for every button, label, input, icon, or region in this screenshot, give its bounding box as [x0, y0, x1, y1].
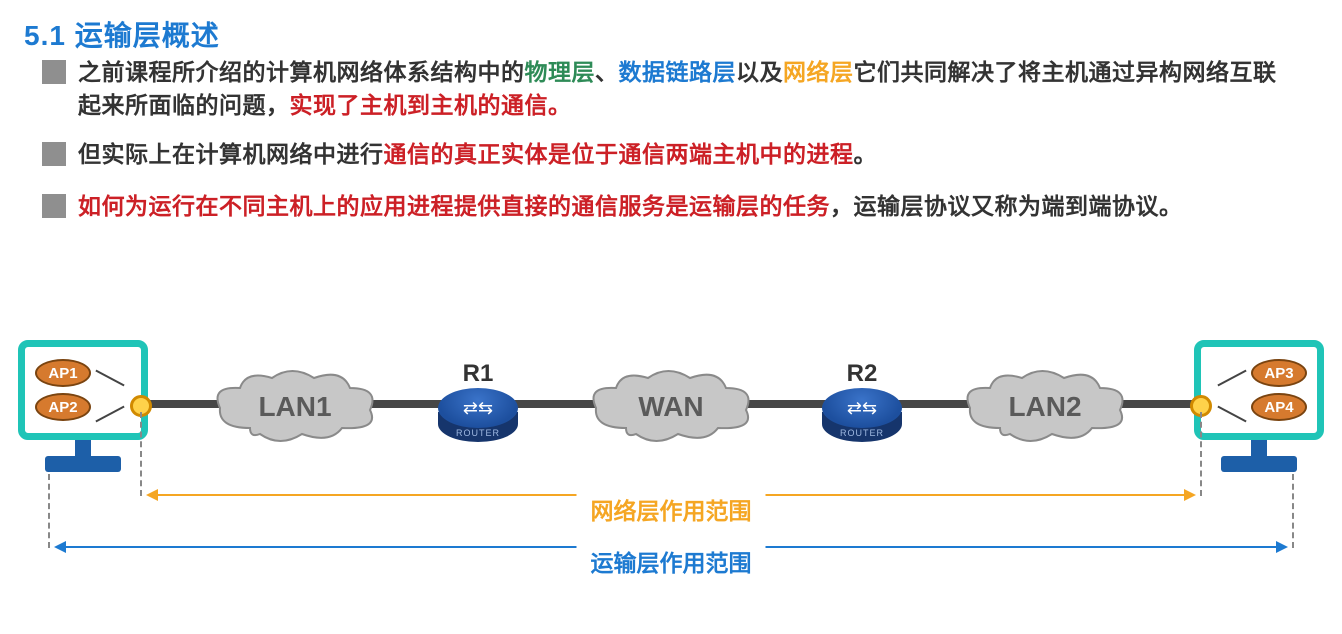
bullet-text-2: 但实际上在计算机网络中进行通信的真正实体是位于通信两端主机中的进程。	[78, 138, 1288, 171]
range-label-network: 网络层作用范围	[577, 492, 766, 526]
bullet-marker	[42, 194, 66, 218]
host-right: AP3 AP4	[1194, 340, 1324, 472]
cloud-label: WAN	[638, 391, 703, 423]
router-label: R1	[428, 360, 528, 388]
ap2-badge: AP2	[35, 393, 91, 421]
router-label: R2	[812, 360, 912, 388]
router-r1: R1 ⇄⇆ ROUTER	[428, 360, 528, 442]
cloud-lan2: LAN2	[960, 368, 1130, 446]
router-r2: R2 ⇄⇆ ROUTER	[812, 360, 912, 442]
dash-guide	[48, 474, 50, 548]
stand-base	[1221, 456, 1297, 472]
dash-guide	[140, 412, 142, 496]
section-title: 5.1 运输层概述	[24, 14, 220, 54]
bullet-marker	[42, 142, 66, 166]
range-network-layer: 网络层作用范围	[148, 494, 1194, 496]
ap1-badge: AP1	[35, 359, 91, 387]
host-left: AP1 AP2	[18, 340, 148, 472]
monitor-right: AP3 AP4	[1194, 340, 1324, 440]
range-transport-layer: 运输层作用范围	[56, 546, 1286, 548]
bullet-text-3: 如何为运行在不同主机上的应用进程提供直接的通信服务是运输层的任务，运输层协议又称…	[78, 190, 1288, 223]
network-diagram: AP1 AP2 AP3 AP4 LAN1 WAN LAN2 R1 ⇄⇆ ROU	[0, 328, 1342, 628]
cloud-wan: WAN	[586, 368, 756, 446]
router-arrows-icon: ⇄⇆	[847, 399, 877, 417]
range-label-transport: 运输层作用范围	[577, 544, 766, 578]
bullet-marker	[42, 60, 66, 84]
cloud-lan1: LAN1	[210, 368, 380, 446]
ap3-badge: AP3	[1251, 359, 1307, 387]
cloud-label: LAN1	[258, 391, 331, 423]
dash-guide	[1292, 474, 1294, 548]
ap4-badge: AP4	[1251, 393, 1307, 421]
cloud-label: LAN2	[1008, 391, 1081, 423]
bullet-text-1: 之前课程所介绍的计算机网络体系结构中的物理层、数据链路层以及网络层它们共同解决了…	[78, 56, 1288, 123]
stand-neck	[75, 440, 91, 456]
stand-neck	[1251, 440, 1267, 456]
stand-base	[45, 456, 121, 472]
router-arrows-icon: ⇄⇆	[463, 399, 493, 417]
dash-guide	[1200, 412, 1202, 496]
monitor-left: AP1 AP2	[18, 340, 148, 440]
